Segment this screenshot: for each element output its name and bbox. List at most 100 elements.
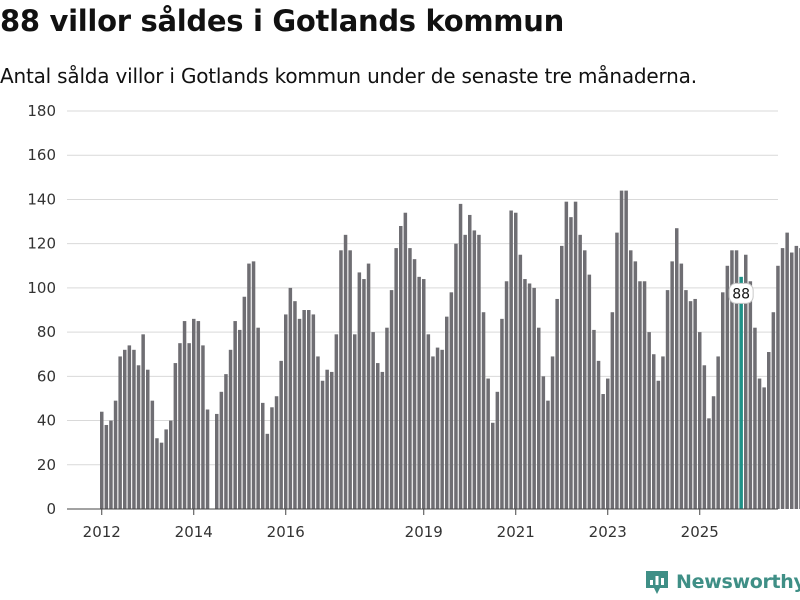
annotations: 88 <box>728 282 754 304</box>
bar <box>619 190 624 509</box>
bar <box>688 301 693 509</box>
bar <box>541 376 546 509</box>
bars <box>100 190 800 510</box>
bar <box>376 363 380 509</box>
bar <box>560 245 564 510</box>
bar <box>302 310 306 509</box>
bar <box>679 263 684 509</box>
bar <box>242 296 247 509</box>
bar <box>270 407 274 509</box>
bar <box>546 400 550 509</box>
y-tick-label: 60 <box>37 367 56 385</box>
bar <box>417 276 421 509</box>
bar <box>518 254 523 509</box>
bar <box>164 429 168 509</box>
bar <box>109 420 113 509</box>
bar <box>707 418 711 509</box>
bar <box>141 334 145 509</box>
bar <box>610 312 615 509</box>
bar <box>334 334 339 509</box>
x-tick-label: 2025 <box>681 523 719 541</box>
bar <box>192 318 196 509</box>
bar <box>440 349 444 509</box>
bar <box>458 203 463 509</box>
bar <box>261 402 265 509</box>
bar <box>265 433 270 509</box>
bar <box>537 327 541 509</box>
value-label: 88 <box>732 286 750 302</box>
bar <box>403 212 408 509</box>
bar <box>454 243 458 509</box>
y-axis: 0 20 40 60 80 100 120 140 160 180 <box>27 102 56 518</box>
chart-subtitle: Antal sålda villor i Gotlands kommun und… <box>0 64 697 88</box>
newsworthy-logo-icon <box>646 571 668 594</box>
bar <box>325 369 329 509</box>
bar <box>569 217 573 509</box>
bar <box>339 250 343 510</box>
bar <box>449 292 454 509</box>
bar <box>684 290 688 509</box>
bar <box>311 314 316 509</box>
bar <box>422 279 426 509</box>
bar <box>233 321 237 509</box>
bar <box>606 378 610 509</box>
bar <box>178 343 182 509</box>
bar <box>647 332 651 509</box>
bar <box>527 283 532 509</box>
bar <box>357 272 362 509</box>
y-tick-label: 180 <box>27 102 56 120</box>
bar <box>353 334 357 509</box>
y-tick-label: 0 <box>46 500 56 518</box>
bar <box>500 318 504 509</box>
bar <box>316 356 320 509</box>
bar <box>297 318 302 509</box>
x-tick-label: 2019 <box>405 523 443 541</box>
bar <box>481 312 486 509</box>
newsworthy-logo[interactable]: Newsworthy <box>643 568 800 596</box>
bar <box>348 250 352 510</box>
bar <box>757 378 762 509</box>
bar <box>279 360 283 509</box>
y-tick-label: 160 <box>27 146 56 164</box>
bar <box>219 391 224 509</box>
bar <box>201 345 205 509</box>
bar <box>127 345 132 509</box>
bar <box>389 290 394 509</box>
bar <box>385 327 389 509</box>
bar <box>495 391 500 509</box>
chart-title: 88 villor såldes i Gotlands kommun <box>0 4 564 38</box>
bar <box>615 232 619 509</box>
bar <box>767 352 771 509</box>
bar <box>698 332 702 509</box>
bar <box>638 281 642 509</box>
bar <box>132 349 136 509</box>
bar <box>104 424 109 509</box>
bar <box>330 371 334 509</box>
y-tick-label: 120 <box>27 235 56 253</box>
bar <box>725 265 730 509</box>
bar <box>661 356 665 509</box>
bar-highlight <box>739 276 743 509</box>
bar <box>123 349 127 509</box>
bar <box>780 248 785 510</box>
bar <box>343 234 348 509</box>
bar <box>587 274 592 509</box>
bar <box>426 334 431 509</box>
bar <box>652 354 656 509</box>
y-tick-label: 100 <box>27 279 56 297</box>
bar <box>693 298 697 509</box>
bar <box>113 400 118 509</box>
bar <box>573 201 578 509</box>
bar <box>716 356 720 509</box>
y-tick-label: 140 <box>27 190 56 208</box>
x-tick-label: 2016 <box>267 523 305 541</box>
bar <box>247 263 251 509</box>
bar <box>665 290 670 509</box>
bar <box>629 250 633 510</box>
bar <box>136 365 141 509</box>
bar <box>150 400 155 509</box>
bar <box>592 329 596 509</box>
bar <box>491 422 495 509</box>
x-tick-label: 2014 <box>175 523 213 541</box>
